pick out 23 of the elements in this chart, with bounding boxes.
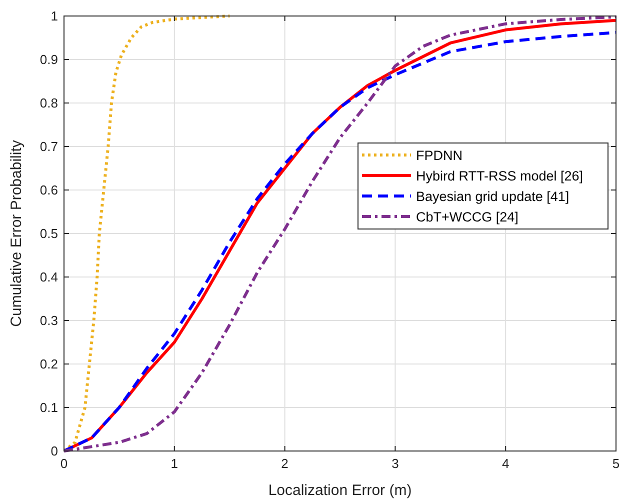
x-tick-label: 1 — [170, 456, 178, 471]
legend-label: FPDNN — [416, 148, 462, 163]
legend-label: CbT+WCCG [24] — [416, 210, 518, 224]
y-tick-label: 0.6 — [40, 182, 58, 198]
x-tick-label: 5 — [612, 456, 620, 471]
legend-label: Bayesian grid update [41] — [416, 189, 570, 204]
y-tick-label: 0.8 — [40, 96, 58, 110]
x-tick-label: 4 — [502, 456, 510, 471]
x-tick-label: 2 — [281, 456, 288, 471]
y-tick-label: 0.1 — [40, 400, 58, 415]
x-tick-label: 3 — [392, 456, 399, 471]
legend-label: Hybird RTT-RSS model [26] — [416, 168, 584, 184]
y-tick-label: 0.2 — [40, 356, 58, 372]
y-tick-label: 0.5 — [40, 226, 58, 241]
y-tick-label: 0.9 — [40, 52, 58, 67]
y-axis-title: Cumulative Error Probability — [8, 140, 25, 327]
y-tick-label: 1 — [50, 8, 58, 24]
x-tick-label: 0 — [60, 456, 68, 471]
y-tick-label: 0.7 — [40, 139, 58, 154]
y-tick-label: 0.3 — [40, 313, 58, 328]
y-tick-label: 0.4 — [40, 270, 58, 284]
x-axis-title: Localization Error (m) — [268, 482, 412, 499]
y-tick-label: 0 — [50, 444, 58, 458]
